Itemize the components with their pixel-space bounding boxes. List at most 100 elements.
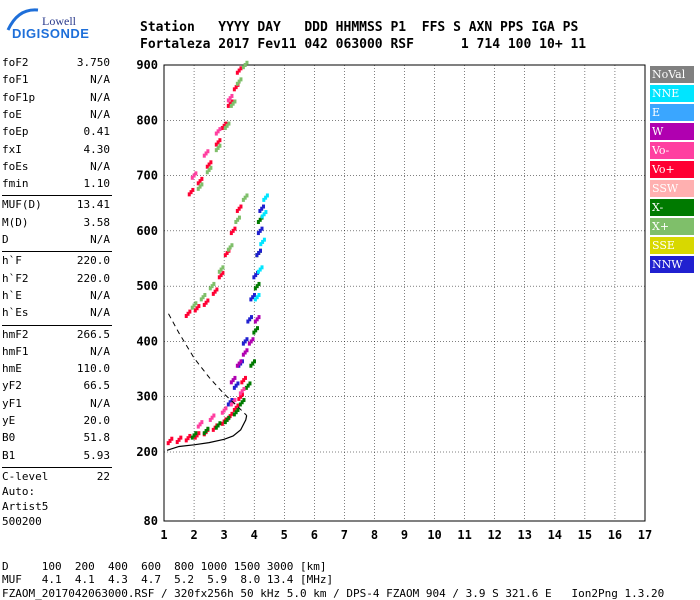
logo-text-top: Lowell	[42, 14, 76, 28]
echo-point	[188, 433, 192, 438]
echo-point	[235, 363, 239, 368]
echo-point	[245, 337, 249, 342]
param-row: h`F2 220.0	[2, 272, 110, 289]
legend-item: NNE	[650, 85, 694, 102]
param-value: N/A	[90, 107, 110, 121]
echo-point	[206, 298, 210, 303]
echo-point	[219, 273, 223, 278]
echo-point	[222, 123, 226, 128]
param-row: B1 5.93	[2, 449, 110, 466]
param-name: B0	[2, 431, 16, 445]
echo-point	[226, 402, 230, 407]
param-row: hmF1 N/A	[2, 345, 110, 362]
auto-version: 500200	[2, 515, 42, 528]
param-row: hmE 110.0	[2, 362, 110, 379]
digisonde-logo: Lowell DIGISONDE	[4, 4, 89, 41]
echo-point	[252, 275, 256, 280]
echo-point	[248, 317, 252, 322]
echo-point	[237, 68, 241, 73]
echo-point	[215, 287, 219, 292]
echo-point	[223, 420, 227, 425]
param-row: yE 20.0	[2, 414, 110, 431]
echo-point	[253, 286, 257, 291]
param-value: 3.58	[83, 215, 111, 229]
echo-point	[241, 65, 245, 70]
echo-point	[189, 190, 193, 195]
echo-point	[226, 98, 230, 103]
echo-point	[204, 151, 208, 156]
echo-point	[218, 421, 222, 426]
echo-point	[230, 411, 234, 416]
echo-point	[235, 81, 239, 86]
footer-info-line: FZAOM_2017042063000.RSF / 320fx256h 50 k…	[2, 587, 665, 600]
x-tick-label: 1	[160, 528, 167, 542]
x-tick-label: 3	[221, 528, 228, 542]
echo-point	[264, 210, 268, 215]
logo-swoosh-icon	[6, 8, 39, 31]
param-row: foF2 3.750	[2, 56, 110, 73]
echo-point	[209, 165, 213, 170]
echo-point	[186, 436, 190, 441]
echo-point	[233, 398, 237, 403]
x-tick-label: 12	[487, 528, 501, 542]
param-separator	[2, 251, 112, 253]
echo-point	[207, 168, 211, 173]
param-value: N/A	[90, 90, 110, 104]
echo-point	[210, 415, 214, 420]
echo-point	[214, 425, 218, 430]
echo-point	[233, 226, 237, 231]
x-tick-label: 8	[371, 528, 378, 542]
echo-point	[249, 315, 253, 320]
echo-point	[218, 127, 222, 132]
echo-point	[199, 297, 203, 302]
echo-point	[203, 292, 207, 297]
echo-point	[233, 99, 237, 104]
echo-point	[226, 247, 230, 252]
x-tick-label: 16	[608, 528, 622, 542]
auto-label: Auto:	[2, 485, 36, 498]
param-name: fxI	[2, 142, 22, 156]
echo-point	[202, 431, 206, 436]
echo-point	[239, 361, 243, 366]
echo-point	[240, 392, 244, 397]
param-value: 110.0	[76, 362, 110, 376]
echo-point	[225, 250, 229, 255]
autoscaling-info: Auto: Artist5 500200	[2, 484, 48, 529]
param-row: h`Es N/A	[2, 306, 110, 323]
topside-profile-dashed	[168, 313, 248, 416]
echo-point	[245, 193, 249, 198]
y-tick-label: 80	[144, 514, 158, 528]
echo-point	[235, 70, 239, 75]
legend-item: Vo-	[650, 142, 694, 159]
x-tick-label: 14	[548, 528, 562, 542]
x-tick-label: 17	[638, 528, 652, 542]
echo-point	[200, 420, 204, 425]
echo-point	[227, 415, 231, 420]
echo-point	[196, 181, 200, 186]
param-value: 266.5	[76, 327, 110, 341]
echo-point	[252, 359, 256, 364]
echo-point	[233, 375, 237, 380]
echo-point	[260, 214, 264, 219]
echo-point	[238, 391, 242, 396]
echo-point	[229, 402, 233, 407]
param-separator	[2, 195, 112, 197]
legend-item: Vo+	[650, 161, 694, 178]
echo-point	[238, 402, 242, 407]
echo-point	[262, 204, 266, 209]
echo-point	[262, 237, 266, 242]
echo-point	[214, 148, 218, 153]
x-tick-label: 13	[518, 528, 532, 542]
legend-item: E	[650, 104, 694, 121]
echo-point	[191, 187, 195, 192]
echo-point	[190, 305, 194, 310]
echo-point	[237, 361, 241, 366]
echo-point	[213, 289, 217, 294]
echo-point	[225, 417, 229, 422]
echo-point	[190, 435, 194, 440]
echo-point	[240, 380, 244, 385]
echo-point	[200, 176, 204, 181]
echo-point	[243, 350, 247, 355]
echo-point	[237, 396, 241, 401]
echo-point	[228, 101, 232, 106]
